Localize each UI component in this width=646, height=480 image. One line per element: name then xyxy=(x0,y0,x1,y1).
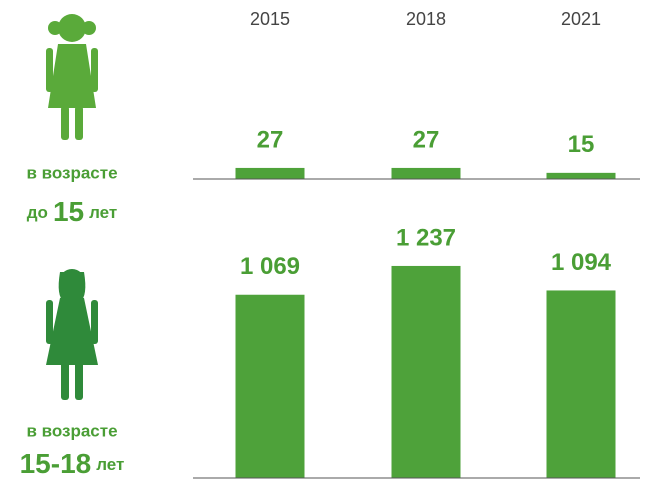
year-label: 2018 xyxy=(406,9,446,29)
age-label: до 15 лет xyxy=(27,196,117,227)
age-label: 15-18 лет xyxy=(20,448,125,479)
bar xyxy=(546,172,616,179)
value-label: 27 xyxy=(257,126,284,153)
age-label-part: лет xyxy=(96,455,124,474)
year-label: 2021 xyxy=(561,9,601,29)
age-label-number: 15 xyxy=(53,196,84,227)
bar xyxy=(546,290,616,478)
age-label-part: лет xyxy=(89,203,117,222)
age-label: в возрасте xyxy=(26,163,117,182)
age-label-number: 15-18 xyxy=(20,448,92,479)
bar xyxy=(235,294,305,478)
age-label: в возрасте xyxy=(26,421,117,440)
age-label-part: до xyxy=(27,203,48,222)
value-label: 27 xyxy=(413,126,440,153)
bar xyxy=(391,265,461,478)
value-label: 15 xyxy=(568,131,595,158)
girl-icon-small xyxy=(46,14,98,140)
value-label: 1 094 xyxy=(551,249,612,276)
value-label: 1 069 xyxy=(240,253,300,280)
girl-icon-teen xyxy=(46,269,98,400)
bar xyxy=(391,167,461,179)
value-label: 1 237 xyxy=(396,224,456,251)
year-label: 2015 xyxy=(250,9,290,29)
bar xyxy=(235,167,305,179)
